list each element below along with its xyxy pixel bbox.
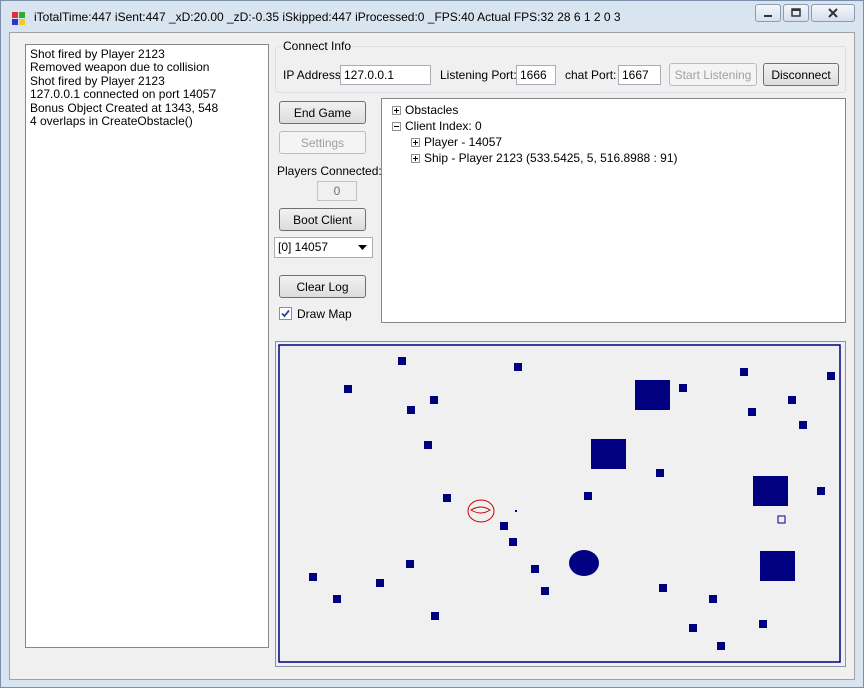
chevron-down-icon	[358, 245, 367, 250]
connect-info-label: Connect Info	[283, 39, 352, 53]
obstacle	[635, 380, 670, 410]
log-line[interactable]: Bonus Object Created at 1343, 548	[30, 100, 219, 115]
obstacle	[659, 584, 667, 592]
chat-port-label: chat Port:	[565, 68, 617, 82]
connect-info-group: Connect Info	[275, 39, 846, 93]
obstacle	[717, 642, 725, 650]
map-boundary	[278, 344, 841, 663]
obstacle	[656, 469, 664, 477]
minimize-icon	[764, 15, 772, 17]
obstacle	[591, 439, 626, 469]
main-panel: Shot fired by Player 2123 Removed weapon…	[9, 32, 855, 680]
log-line[interactable]: 127.0.0.1 connected on port 14057	[30, 87, 217, 102]
close-button[interactable]	[811, 4, 855, 22]
obstacle	[443, 494, 451, 502]
window-title: iTotalTime:447 iSent:447 _xD:20.00 _zD:-…	[34, 10, 621, 24]
disconnect-button[interactable]: Disconnect	[763, 63, 839, 86]
obstacle	[344, 385, 352, 393]
obstacle	[740, 368, 748, 376]
obstacle	[514, 363, 522, 371]
player-ship	[467, 499, 495, 523]
projectile	[515, 510, 517, 512]
log-line[interactable]: Removed weapon due to collision	[30, 60, 210, 75]
log-line[interactable]: Shot fired by Player 2123	[30, 73, 165, 88]
expand-icon[interactable]	[392, 106, 401, 115]
end-game-button[interactable]: End Game	[279, 101, 366, 124]
tree-node-ship[interactable]: Ship - Player 2123 (533.5425, 5, 516.898…	[424, 151, 678, 165]
minimize-button[interactable]	[755, 4, 781, 22]
settings-button[interactable]: Settings	[279, 131, 366, 154]
client-select-value: [0] 14057	[278, 240, 329, 254]
obstacle	[679, 384, 687, 392]
log-listbox[interactable]: Shot fired by Player 2123 Removed weapon…	[25, 44, 269, 648]
maximize-icon	[791, 8, 801, 17]
checkmark-icon	[281, 309, 290, 318]
chat-port-field[interactable]: 1667	[618, 65, 661, 85]
log-line[interactable]: Shot fired by Player 2123	[30, 47, 165, 61]
collapse-icon[interactable]	[392, 122, 401, 131]
ip-address-field[interactable]: 127.0.0.1	[340, 65, 431, 85]
obstacle	[309, 573, 317, 581]
obstacle	[753, 476, 788, 506]
log-line[interactable]: 4 overlaps in CreateObstacle()	[30, 114, 193, 129]
start-listening-button[interactable]: Start Listening	[669, 63, 757, 86]
listening-port-field[interactable]: 1666	[516, 65, 556, 85]
obstacle	[406, 560, 414, 568]
obstacle	[541, 587, 549, 595]
clear-log-button[interactable]: Clear Log	[279, 275, 366, 298]
app-icon	[12, 12, 25, 25]
tree-node-client-index[interactable]: Client Index: 0	[405, 119, 482, 133]
expand-icon[interactable]	[411, 154, 420, 163]
tree-node-obstacles[interactable]: Obstacles	[405, 103, 459, 117]
obstacle	[430, 396, 438, 404]
obstacle	[760, 551, 795, 581]
obstacle	[788, 396, 796, 404]
map-panel[interactable]	[275, 341, 846, 667]
draw-map-checkbox[interactable]	[279, 307, 292, 320]
players-connected-label: Players Connected:	[277, 164, 382, 178]
obstacle	[398, 357, 406, 365]
players-connected-field: 0	[317, 181, 357, 201]
client-treeview[interactable]: Obstacles Client Index: 0 Player - 14057…	[381, 98, 846, 323]
obstacle	[689, 624, 697, 632]
ip-address-label: IP Address:	[283, 68, 345, 82]
obstacle	[407, 406, 415, 414]
obstacle	[376, 579, 384, 587]
expand-icon[interactable]	[411, 138, 420, 147]
obstacle	[709, 595, 717, 603]
obstacle	[748, 408, 756, 416]
round-obstacle	[569, 550, 599, 576]
title-bar[interactable]: iTotalTime:447 iSent:447 _xD:20.00 _zD:-…	[1, 1, 863, 31]
obstacle	[500, 522, 508, 530]
obstacle	[424, 441, 432, 449]
bonus-object	[777, 515, 786, 524]
listening-port-label: Listening Port:	[440, 68, 517, 82]
obstacle	[799, 421, 807, 429]
client-select[interactable]: [0] 14057	[274, 237, 373, 258]
ship-outline	[467, 499, 495, 523]
close-icon	[828, 8, 838, 18]
obstacle	[531, 565, 539, 573]
boot-client-button[interactable]: Boot Client	[279, 208, 366, 231]
obstacle	[817, 487, 825, 495]
tree-node-player[interactable]: Player - 14057	[424, 135, 503, 149]
obstacle	[431, 612, 439, 620]
obstacle	[827, 372, 835, 380]
obstacle	[333, 595, 341, 603]
maximize-button[interactable]	[783, 4, 809, 22]
map-canvas[interactable]	[276, 342, 845, 666]
obstacle	[759, 620, 767, 628]
obstacle	[509, 538, 517, 546]
draw-map-label[interactable]: Draw Map	[297, 307, 352, 321]
obstacle	[584, 492, 592, 500]
ship-body	[470, 506, 491, 514]
